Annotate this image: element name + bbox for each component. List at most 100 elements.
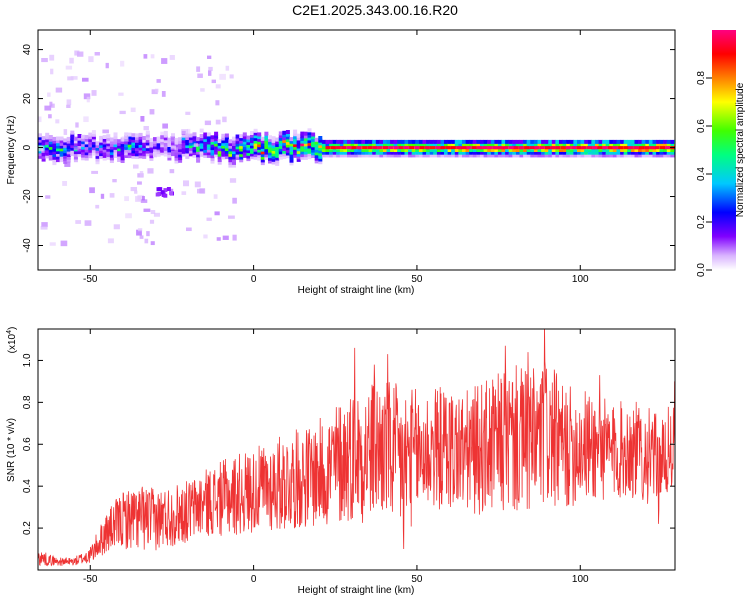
heatmap-cell — [490, 153, 495, 158]
heatmap-cell — [210, 156, 215, 161]
heatmap-cell — [659, 148, 664, 152]
heatmap-cell — [199, 139, 204, 144]
heatmap-cell — [250, 133, 254, 138]
heatmap-cell — [163, 147, 168, 152]
heatmap-cell — [138, 138, 143, 143]
heatmap-cell — [242, 151, 247, 156]
heatmap-cell — [181, 147, 186, 152]
heatmap-cell — [447, 142, 452, 147]
heatmap-cell — [260, 147, 265, 152]
heatmap-cell — [523, 142, 528, 147]
heatmap-cell — [623, 146, 629, 150]
heatmap-cell — [242, 145, 247, 150]
heatmap-cell — [386, 150, 391, 155]
heatmap-cell — [127, 132, 132, 137]
heatmap-cell — [515, 150, 520, 155]
heatmap-cell — [487, 146, 493, 150]
heatmap-speck — [91, 170, 99, 174]
heatmap-cell — [66, 144, 71, 149]
heatmap-cell — [411, 142, 416, 147]
heatmap-cell — [145, 152, 150, 157]
heatmap-cell — [314, 143, 319, 148]
heatmap-cell — [214, 153, 219, 158]
heatmap-cell — [379, 142, 384, 147]
heatmap-cell — [206, 135, 211, 140]
heatmap-speck — [130, 107, 136, 113]
y-tick-label: -20 — [22, 189, 33, 204]
heatmap-cell — [52, 136, 57, 141]
heatmap-cell — [66, 136, 71, 141]
heatmap-cell — [52, 147, 57, 152]
heatmap-cell — [300, 155, 305, 160]
heatmap-cell — [343, 150, 348, 155]
heatmap-cell — [534, 146, 540, 150]
heatmap-cell — [415, 150, 420, 155]
heatmap-cell — [300, 145, 305, 149]
heatmap-cell — [544, 153, 549, 158]
heatmap-cell — [354, 150, 359, 155]
heatmap-cell — [666, 153, 671, 158]
heatmap-cell — [88, 135, 93, 140]
heatmap-cell — [214, 134, 219, 139]
heatmap-cell — [566, 150, 571, 155]
x-tick-label: -50 — [83, 274, 98, 285]
heatmap-cell — [652, 139, 657, 144]
heatmap-cell — [167, 148, 172, 153]
heatmap-cell — [253, 145, 258, 149]
heatmap-cell — [666, 148, 671, 152]
heatmap-cell — [293, 140, 298, 145]
heatmap-cell — [242, 140, 247, 145]
heatmap-cell — [638, 148, 643, 152]
heatmap-cell — [214, 137, 219, 142]
heatmap-cell — [171, 152, 175, 157]
heatmap-cell — [487, 150, 492, 155]
heatmap-cell — [652, 153, 657, 158]
heatmap-cell — [411, 148, 416, 152]
heatmap-cell — [354, 153, 359, 158]
heatmap-cell — [456, 146, 462, 150]
heatmap-cell — [440, 146, 446, 150]
heatmap-cell — [41, 144, 46, 149]
heatmap-cell — [257, 156, 262, 161]
heatmap-speck — [88, 56, 94, 63]
heatmap-cell — [268, 154, 272, 159]
heatmap-cell — [271, 155, 276, 160]
heatmap-cell — [131, 141, 136, 146]
heatmap-cell — [670, 139, 675, 144]
heatmap-speck — [169, 55, 175, 60]
heatmap-cell — [307, 133, 312, 138]
heatmap-cell — [131, 154, 136, 159]
heatmap-cell — [84, 156, 89, 161]
heatmap-cell — [153, 137, 157, 142]
heatmap-cell — [361, 153, 366, 158]
heatmap-cell — [465, 139, 470, 144]
heatmap-cell — [70, 149, 75, 154]
heatmap-cell — [609, 139, 614, 144]
heatmap-cell — [422, 139, 427, 144]
heatmap-cell — [544, 142, 549, 147]
heatmap-cell — [447, 150, 452, 155]
heatmap-cell — [214, 150, 219, 155]
heatmap-cell — [285, 138, 290, 143]
heatmap-speck — [146, 231, 150, 237]
heatmap-cell — [124, 143, 129, 148]
heatmap-speck — [55, 87, 63, 93]
heatmap-cell — [264, 134, 269, 139]
heatmap-cell — [526, 153, 531, 158]
heatmap-speck — [100, 193, 105, 199]
heatmap-cell — [429, 150, 434, 155]
heatmap-cell — [48, 145, 53, 150]
heatmap-cell — [515, 153, 520, 158]
heatmap-speck — [141, 196, 145, 201]
heatmap-speck — [60, 240, 68, 247]
heatmap-speck — [95, 204, 100, 209]
heatmap-cell — [48, 153, 53, 158]
heatmap-cell — [124, 145, 129, 150]
heatmap-cell — [185, 138, 190, 143]
heatmap-speck — [185, 111, 191, 115]
heatmap-cell — [469, 153, 474, 158]
heatmap-cell — [59, 136, 64, 141]
heatmap-speck — [161, 58, 168, 64]
heatmap-speck — [125, 213, 132, 219]
heatmap-cell — [638, 150, 643, 155]
